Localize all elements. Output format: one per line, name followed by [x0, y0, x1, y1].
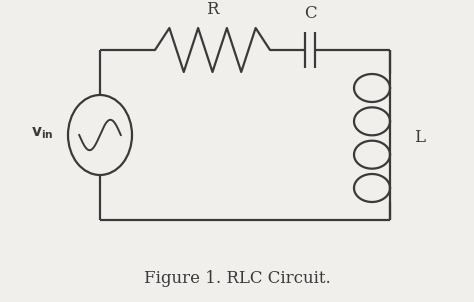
- Text: Figure 1. RLC Circuit.: Figure 1. RLC Circuit.: [144, 270, 330, 287]
- Text: C: C: [304, 5, 316, 22]
- Text: $\mathbf{v}_{\mathbf{in}}$: $\mathbf{v}_{\mathbf{in}}$: [31, 125, 54, 141]
- Text: R: R: [206, 1, 219, 18]
- Text: L: L: [414, 130, 425, 146]
